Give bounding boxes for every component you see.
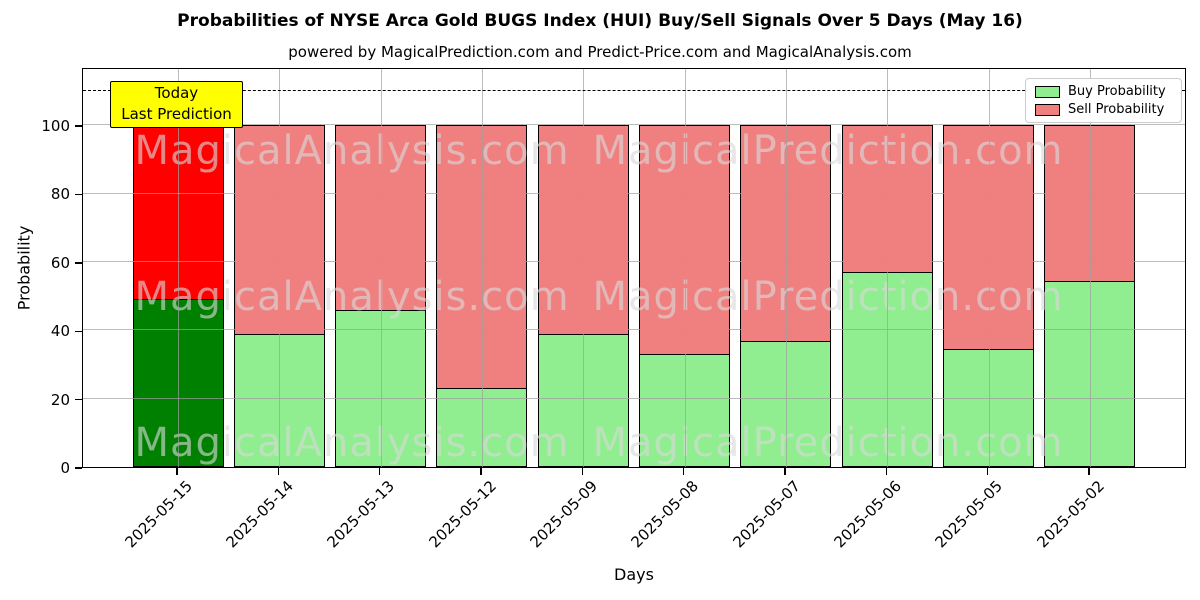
x-tick-mark-2025-05-13	[378, 468, 381, 475]
y-tick-mark-60	[75, 262, 82, 264]
v-gridline-2025-05-08	[684, 69, 686, 467]
v-gridline-2025-05-06	[887, 69, 889, 467]
x-tick-mark-2025-05-05	[986, 468, 989, 475]
x-tick-mark-2025-05-08	[682, 468, 685, 475]
watermark-text: MagicalPrediction.com	[592, 128, 1064, 174]
x-tick-label-2025-05-07: 2025-05-07	[729, 477, 804, 552]
watermark-text: MagicalAnalysis.com	[134, 420, 570, 466]
y-tick-mark-20	[75, 398, 82, 401]
x-tick-mark-2025-05-02	[1088, 468, 1090, 475]
y-tick-mark-100	[75, 125, 82, 127]
x-axis-label: Days	[614, 565, 654, 584]
x-tick-mark-2025-05-09	[581, 468, 583, 475]
watermark-text: MagicalPrediction.com	[592, 420, 1064, 466]
v-gridline-2025-05-13	[380, 69, 382, 467]
x-tick-label-2025-05-14: 2025-05-14	[222, 477, 298, 552]
sell-swatch	[1035, 103, 1060, 116]
v-gridline-2025-05-02	[1089, 69, 1091, 467]
h-gridline-80	[83, 192, 1185, 194]
y-tick-label-60: 60	[50, 253, 70, 272]
annotation-line2: Last Prediction	[121, 105, 232, 123]
legend-item-buy: Buy Probability	[1035, 84, 1172, 99]
x-tick-mark-2025-05-12	[480, 468, 482, 475]
h-gridline-60	[83, 260, 1185, 262]
x-tick-mark-2025-05-14	[277, 468, 280, 475]
y-tick-label-40: 40	[50, 322, 70, 341]
y-tick-mark-0	[75, 467, 82, 469]
today-annotation: Today Last Prediction	[110, 81, 243, 128]
y-tick-mark-40	[75, 330, 82, 332]
watermark-text: MagicalAnalysis.com	[134, 128, 570, 174]
y-tick-label-20: 20	[50, 390, 70, 409]
y-tick-label-100: 100	[41, 117, 70, 136]
v-gridline-2025-05-14	[279, 69, 281, 467]
y-tick-label-80: 80	[50, 185, 70, 204]
legend-label-buy: Buy Probability	[1068, 84, 1166, 99]
v-gridline-2025-05-09	[583, 69, 585, 467]
legend-label-sell: Sell Probability	[1068, 102, 1165, 117]
h-gridline-100	[83, 124, 1185, 126]
x-tick-mark-2025-05-07	[784, 468, 786, 475]
x-tick-label-2025-05-05: 2025-05-05	[931, 477, 1007, 552]
x-tick-mark-2025-05-06	[885, 468, 887, 475]
h-gridline-20	[83, 397, 1185, 399]
v-gridline-2025-05-15	[178, 69, 179, 467]
x-tick-label-2025-05-09: 2025-05-09	[526, 477, 602, 552]
x-tick-label-2025-05-15: 2025-05-15	[121, 477, 196, 552]
v-gridline-2025-05-07	[785, 69, 787, 467]
v-gridline-2025-05-12	[481, 69, 483, 467]
watermark-text: MagicalAnalysis.com	[134, 274, 570, 320]
y-tick-label-0: 0	[60, 459, 70, 477]
x-tick-label-2025-05-06: 2025-05-06	[830, 477, 906, 552]
x-tick-mark-2025-05-15	[176, 468, 178, 475]
legend-item-sell: Sell Probability	[1035, 102, 1172, 117]
h-gridline-40	[83, 329, 1185, 331]
x-tick-label-2025-05-12: 2025-05-12	[425, 477, 500, 552]
x-tick-label-2025-05-13: 2025-05-13	[324, 477, 399, 552]
buy-swatch	[1035, 85, 1060, 98]
x-tick-label-2025-05-02: 2025-05-02	[1033, 477, 1108, 552]
dashed-threshold-line	[83, 89, 1185, 91]
legend: Buy Probability Sell Probability	[1025, 78, 1182, 123]
y-tick-mark-80	[75, 193, 82, 196]
v-gridline-2025-05-05	[988, 69, 990, 467]
plot-area: MagicalAnalysis.com MagicalPrediction.com…	[82, 68, 1186, 468]
chart-title: Probabilities of NYSE Arca Gold BUGS Ind…	[177, 11, 1023, 31]
annotation-line1: Today	[154, 84, 199, 102]
x-tick-label-2025-05-08: 2025-05-08	[628, 477, 703, 552]
watermark-text: MagicalPrediction.com	[592, 274, 1064, 320]
chart-subtitle: powered by MagicalPrediction.com and Pre…	[288, 43, 912, 61]
